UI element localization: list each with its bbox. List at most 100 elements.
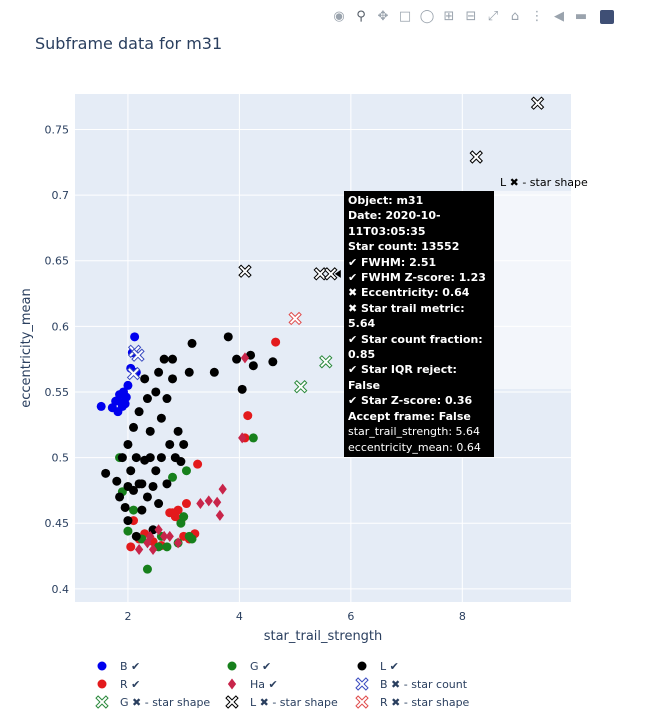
- data-point[interactable]: [96, 401, 106, 411]
- data-point[interactable]: [165, 439, 175, 449]
- data-point[interactable]: [173, 426, 183, 436]
- legend-item[interactable]: L ✔: [352, 658, 399, 674]
- data-point[interactable]: [140, 374, 150, 384]
- data-point[interactable]: [168, 508, 178, 518]
- data-point[interactable]: [223, 332, 233, 342]
- data-point[interactable]: [193, 459, 203, 469]
- data-point[interactable]: [162, 479, 172, 489]
- data-point[interactable]: [159, 354, 169, 364]
- legend-symbol[interactable]: [357, 661, 367, 671]
- data-point[interactable]: [243, 411, 253, 421]
- legend-symbol[interactable]: [97, 661, 107, 671]
- data-point[interactable]: [162, 542, 172, 552]
- legend-item[interactable]: B ✖ - star count: [352, 676, 467, 692]
- data-point[interactable]: [168, 354, 178, 364]
- data-point[interactable]: [126, 466, 136, 476]
- data-point[interactable]: [209, 367, 219, 377]
- data-point[interactable]: [126, 542, 136, 552]
- data-point[interactable]: [294, 380, 308, 394]
- data-point[interactable]: [142, 394, 152, 404]
- zoom-in-icon[interactable]: ⊞: [443, 9, 455, 24]
- data-point[interactable]: [165, 530, 174, 542]
- data-point[interactable]: [130, 332, 140, 342]
- data-point[interactable]: [248, 361, 258, 371]
- data-point[interactable]: [218, 483, 227, 495]
- data-point[interactable]: [469, 150, 483, 164]
- legend-symbol[interactable]: [355, 677, 369, 691]
- data-point[interactable]: [160, 530, 169, 542]
- box-select-icon[interactable]: □: [398, 9, 412, 24]
- data-point[interactable]: [148, 481, 158, 491]
- data-point[interactable]: [126, 366, 141, 381]
- data-point[interactable]: [181, 466, 191, 476]
- data-point[interactable]: [187, 338, 197, 348]
- data-point[interactable]: [196, 498, 205, 510]
- data-point[interactable]: [131, 453, 141, 463]
- data-point[interactable]: [137, 479, 147, 489]
- legend-symbol[interactable]: [95, 695, 109, 709]
- data-point[interactable]: [148, 543, 158, 555]
- data-point[interactable]: [123, 439, 133, 449]
- data-point[interactable]: [204, 495, 213, 507]
- data-point[interactable]: [129, 485, 139, 495]
- data-point[interactable]: [117, 401, 127, 411]
- legend-symbol[interactable]: [227, 678, 237, 690]
- data-point[interactable]: [232, 354, 242, 364]
- data-point[interactable]: [131, 531, 141, 541]
- data-point[interactable]: [154, 367, 164, 377]
- legend-symbol[interactable]: [97, 679, 107, 689]
- legend-item[interactable]: B ✔: [92, 658, 140, 674]
- data-point[interactable]: [238, 264, 252, 278]
- data-point[interactable]: [237, 384, 247, 394]
- data-point[interactable]: [156, 453, 166, 463]
- data-point[interactable]: [168, 374, 178, 384]
- data-point[interactable]: [238, 432, 247, 444]
- data-point[interactable]: [151, 466, 161, 476]
- data-point[interactable]: [145, 426, 155, 436]
- plotly-logo-icon[interactable]: [600, 10, 614, 24]
- zoom-icon[interactable]: ⚲: [356, 9, 366, 24]
- data-point[interactable]: [142, 564, 152, 574]
- data-point[interactable]: [324, 267, 338, 281]
- data-point[interactable]: [156, 413, 166, 423]
- legend-symbol[interactable]: [355, 695, 369, 709]
- data-point[interactable]: [212, 496, 222, 508]
- legend-item[interactable]: R ✖ - star shape: [352, 694, 469, 710]
- data-point[interactable]: [151, 387, 161, 397]
- data-point[interactable]: [530, 96, 545, 110]
- data-point[interactable]: [240, 352, 250, 364]
- legend-item[interactable]: L ✖ - star shape: [222, 694, 338, 710]
- data-point[interactable]: [181, 499, 191, 509]
- data-point[interactable]: [173, 537, 183, 549]
- legend-item[interactable]: Ha ✔: [222, 676, 278, 692]
- data-point[interactable]: [134, 407, 144, 417]
- zoom-out-icon[interactable]: ⊟: [465, 9, 477, 24]
- legend-item[interactable]: G ✖ - star shape: [92, 694, 210, 710]
- data-point[interactable]: [123, 526, 133, 536]
- hover-compare-icon[interactable]: ▬: [574, 9, 588, 24]
- data-point[interactable]: [120, 502, 130, 512]
- spike-lines-icon[interactable]: ⋮: [530, 9, 544, 24]
- data-point[interactable]: [187, 534, 197, 544]
- data-point[interactable]: [101, 468, 111, 478]
- legend-item[interactable]: R ✔: [92, 676, 140, 692]
- data-point[interactable]: [168, 472, 178, 482]
- data-point[interactable]: [129, 422, 139, 432]
- data-point[interactable]: [129, 505, 139, 515]
- camera-icon[interactable]: ◉: [333, 9, 345, 24]
- hover-closest-icon[interactable]: ◀: [554, 9, 564, 24]
- data-point[interactable]: [271, 337, 281, 347]
- data-point[interactable]: [288, 311, 302, 326]
- data-point[interactable]: [179, 439, 189, 449]
- legend-symbol[interactable]: [227, 661, 237, 671]
- data-point[interactable]: [134, 543, 144, 555]
- data-point[interactable]: [154, 499, 164, 509]
- home-icon[interactable]: ⌂: [510, 9, 520, 24]
- data-point[interactable]: [112, 476, 122, 486]
- data-point[interactable]: [137, 505, 147, 515]
- data-point[interactable]: [115, 492, 125, 502]
- data-point[interactable]: [319, 355, 333, 369]
- data-point[interactable]: [162, 394, 172, 404]
- legend-item[interactable]: G ✔: [222, 658, 271, 674]
